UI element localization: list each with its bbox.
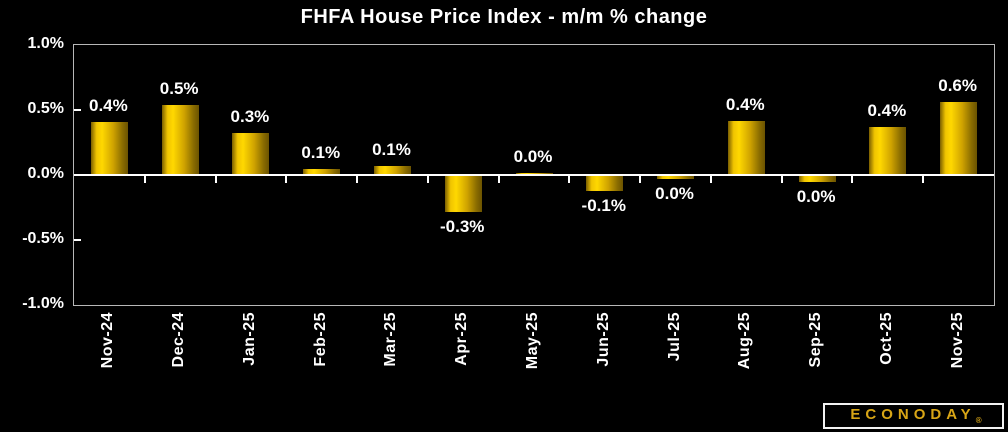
- x-axis-label: Jan-25: [240, 312, 258, 366]
- x-axis-tick: [568, 176, 571, 183]
- x-axis-tick: [143, 176, 146, 183]
- bar-value-label: -0.3%: [440, 217, 485, 237]
- econoday-logo: ECONODAY®: [823, 403, 1004, 429]
- bar: [798, 176, 836, 182]
- bar: [727, 121, 765, 175]
- x-axis-label: Apr-25: [453, 312, 471, 366]
- x-axis-tick: [497, 176, 500, 183]
- bar-value-label: 0.4%: [89, 95, 128, 115]
- chart-title: FHFA House Price Index - m/m % change: [300, 6, 708, 28]
- x-axis-label: May-25: [524, 312, 541, 370]
- bar-value-label: 0.5%: [159, 78, 199, 98]
- bar-value-label: 0.1%: [301, 142, 341, 162]
- bar: [232, 133, 270, 175]
- y-axis-label: -1.0%: [22, 295, 64, 312]
- bar-value-label: 0.1%: [372, 139, 411, 159]
- x-axis-label: Feb-25: [311, 312, 329, 367]
- y-axis-label: 1.0%: [27, 35, 64, 52]
- bar: [444, 176, 482, 213]
- x-axis-label: Nov-25: [948, 312, 966, 369]
- y-axis-tick: [74, 239, 81, 241]
- x-axis-tick: [780, 176, 783, 183]
- zero-axis-line: [74, 174, 994, 176]
- x-axis-tick: [922, 176, 925, 183]
- x-axis-label: Jul-25: [665, 312, 683, 362]
- bar-value-label: 0.4%: [725, 95, 765, 115]
- bar: [869, 126, 907, 175]
- y-axis-tick: [74, 109, 81, 111]
- bar-value-label: 0.3%: [230, 107, 270, 127]
- y-axis-label: -0.5%: [22, 230, 64, 247]
- x-axis-label: Mar-25: [382, 312, 400, 367]
- econoday-logo-text: ECONODAY®: [850, 406, 982, 425]
- x-axis-tick: [426, 176, 429, 183]
- bar-value-label: 0.0%: [796, 186, 836, 206]
- bar-value-label: 0.0%: [513, 147, 553, 167]
- x-axis-tick: [851, 176, 854, 183]
- bar: [657, 176, 695, 180]
- bar: [161, 104, 199, 175]
- x-axis-label: Jun-25: [594, 312, 612, 367]
- bar: [90, 121, 128, 175]
- x-axis-tick: [356, 176, 359, 183]
- x-axis-tick: [639, 176, 642, 183]
- bar: [303, 168, 341, 175]
- bar: [586, 176, 624, 191]
- bar-value-label: 0.6%: [938, 75, 977, 95]
- plot-area: [73, 44, 995, 306]
- x-axis-tick: [285, 176, 288, 183]
- x-axis-label: Oct-25: [877, 312, 895, 365]
- bar: [373, 165, 411, 175]
- registered-trademark-icon: ®: [975, 416, 982, 425]
- x-axis-tick: [709, 176, 712, 183]
- bar-value-label: 0.4%: [867, 100, 907, 120]
- x-axis-label: Sep-25: [807, 312, 825, 368]
- x-axis-tick: [214, 176, 217, 183]
- x-axis-label: Aug-25: [736, 312, 754, 370]
- y-axis-label: 0.0%: [27, 165, 64, 182]
- bar-value-label: -0.1%: [581, 195, 626, 215]
- x-axis-label: Dec-24: [170, 312, 188, 368]
- y-axis-label: 0.5%: [27, 100, 64, 117]
- bar: [940, 101, 978, 175]
- x-axis-label: Nov-24: [99, 312, 117, 369]
- bar-value-label: 0.0%: [655, 184, 694, 204]
